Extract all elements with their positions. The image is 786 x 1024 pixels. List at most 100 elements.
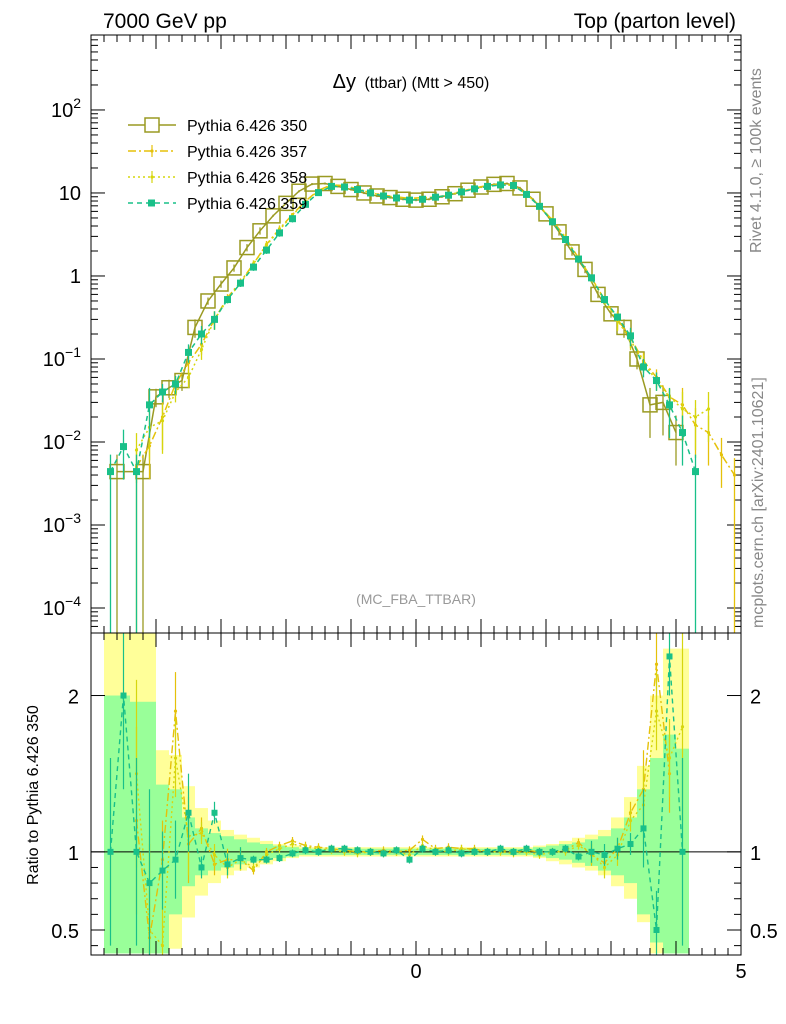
analysis-watermark: (MC_FBA_TTBAR) xyxy=(356,591,476,607)
ratio-ytick-label-right: 1 xyxy=(750,843,761,865)
ratio-marker xyxy=(276,855,283,862)
ratio-marker xyxy=(380,850,387,857)
ratio-marker xyxy=(277,847,282,851)
main-marker xyxy=(289,215,296,223)
main-marker xyxy=(265,208,281,224)
plot-title-main: Δy xyxy=(333,71,356,93)
ratio-marker xyxy=(172,856,179,863)
ratio-marker xyxy=(484,848,491,855)
main-marker xyxy=(213,276,229,292)
ratio-marker xyxy=(666,653,673,660)
ratio-marker xyxy=(654,709,659,713)
ratio-band-green xyxy=(650,758,663,943)
header-left: 7000 GeV pp xyxy=(103,10,227,33)
main-series-2 xyxy=(134,182,737,633)
rivet-label: Rivet 4.1.0, ≥ 100k events xyxy=(748,68,765,253)
ratio-marker xyxy=(393,847,400,854)
main-ytick-label-base: 10 xyxy=(59,183,81,205)
ratio-ytick-label-right: 2 xyxy=(750,687,761,709)
main-marker xyxy=(564,244,580,260)
legend-marker xyxy=(144,117,160,133)
ratio-xtick-label: 0 xyxy=(410,961,421,983)
main-ytick-label-base: 10 xyxy=(43,432,65,454)
main-marker xyxy=(627,332,634,340)
main-marker xyxy=(224,296,231,304)
legend-marker xyxy=(148,199,155,207)
ratio-marker xyxy=(497,845,504,852)
ratio-marker xyxy=(679,848,686,855)
main-marker xyxy=(278,195,294,212)
main-marker xyxy=(419,195,426,203)
main-marker xyxy=(263,246,270,254)
main-marker xyxy=(666,401,673,409)
ratio-marker xyxy=(315,848,322,855)
ratio-xtick-label: 5 xyxy=(735,961,746,983)
ratio-marker xyxy=(251,865,256,870)
legend-label: Pythia 6.426 358 xyxy=(187,170,307,187)
main-marker xyxy=(538,206,554,222)
main-marker xyxy=(302,200,309,208)
mcplots-label: mcplots.cern.ch [arXiv:2401.10621] xyxy=(750,377,767,628)
ratio-marker xyxy=(159,867,166,874)
ratio-marker xyxy=(459,847,464,851)
ratio-series-layer xyxy=(107,633,686,955)
ratio-marker xyxy=(667,756,672,760)
main-marker xyxy=(693,415,698,419)
main-ytick-label-exp: −3 xyxy=(65,510,81,526)
ratio-plot: 0.5 0.5 1 1 2 2 0 5 Ratio to Pythia 6.426 350 xyxy=(25,632,778,983)
legend-item-2: Pythia 6.426 357 xyxy=(128,144,307,161)
ratio-marker xyxy=(445,847,452,854)
ratio-marker xyxy=(575,853,582,860)
main-marker xyxy=(237,279,244,287)
main-marker xyxy=(198,330,205,338)
ratio-marker xyxy=(523,845,530,852)
main-marker xyxy=(264,243,269,247)
ratio-ytick-label-right: 0.5 xyxy=(750,921,778,943)
main-marker xyxy=(186,375,191,380)
ratio-marker xyxy=(367,848,374,855)
ratio-marker xyxy=(290,842,295,846)
main-marker xyxy=(276,229,283,237)
ratio-marker xyxy=(420,837,425,841)
main-series-line xyxy=(135,183,709,451)
ratio-marker xyxy=(407,848,412,852)
legend-label: Pythia 6.426 350 xyxy=(187,118,307,135)
main-marker xyxy=(120,443,127,451)
ratio-marker xyxy=(198,864,205,871)
main-marker xyxy=(523,190,530,198)
ratio-marker xyxy=(173,709,178,713)
main-marker xyxy=(445,191,452,199)
ratio-marker xyxy=(680,725,685,729)
main-ytick-label-base: 10 xyxy=(43,515,65,537)
ratio-marker xyxy=(614,845,621,852)
main-ytick-label-base: 10 xyxy=(43,598,65,620)
ratio-marker xyxy=(406,856,413,863)
main-series-line xyxy=(135,183,736,476)
main-marker xyxy=(226,260,242,276)
main-ytick-label-base: 10 xyxy=(43,349,65,371)
main-marker xyxy=(719,453,724,457)
legend-marker-dot xyxy=(150,175,154,179)
main-marker xyxy=(732,473,737,477)
main-ytick-label: 10 xyxy=(59,183,81,205)
ratio-marker xyxy=(212,853,217,857)
ratio-marker xyxy=(601,851,608,858)
main-marker xyxy=(601,296,608,304)
main-marker xyxy=(250,263,257,271)
main-marker xyxy=(354,186,361,194)
main-marker xyxy=(134,448,139,452)
ratio-ytick-label-left: 0.5 xyxy=(51,921,79,943)
ratio-marker xyxy=(250,856,257,863)
main-marker xyxy=(328,182,335,190)
main-marker xyxy=(562,236,569,244)
ratio-marker xyxy=(640,825,647,832)
ratio-ytick-label-left: 2 xyxy=(68,687,79,709)
main-ytick-label-exp: −2 xyxy=(65,427,81,443)
main-marker xyxy=(393,194,400,202)
plot-title-sub: (ttbar) (Mtt > 450) xyxy=(364,75,489,92)
main-marker xyxy=(185,348,192,356)
main-ytick-label: 10−2 xyxy=(43,427,81,454)
ratio-marker xyxy=(185,809,192,816)
